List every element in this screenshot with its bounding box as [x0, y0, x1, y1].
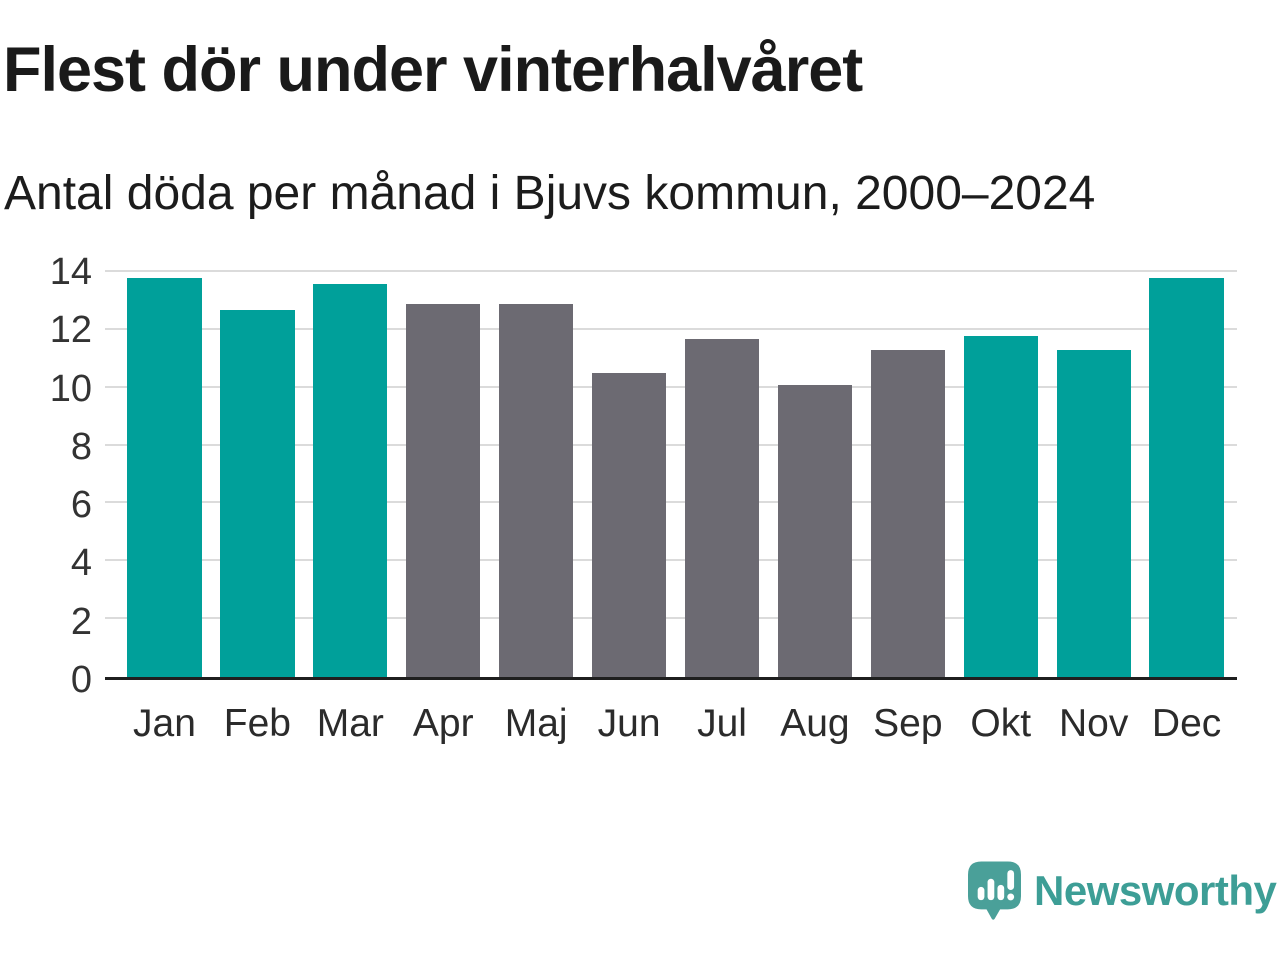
bar-band-apr — [397, 272, 490, 677]
gridline-y-10 — [105, 385, 1237, 388]
y-axis: 0 2 4 6 8 10 12 14 — [0, 251, 92, 701]
y-tick-label-6: 6 — [70, 484, 92, 527]
bar-jul — [684, 338, 760, 677]
logo-bar-3 — [997, 884, 1005, 901]
logo-bar-2 — [987, 878, 995, 901]
x-tick-label-jun: Jun — [597, 702, 661, 745]
bar-mar — [313, 283, 388, 677]
x-tick-label-apr: Apr — [412, 702, 474, 745]
y-tick-label-2: 2 — [70, 600, 92, 643]
speech-bubble-shape — [968, 861, 1021, 920]
gridline-y-14 — [105, 270, 1237, 272]
bar-band-nov — [1047, 272, 1140, 677]
x-tick-label-feb: Feb — [223, 702, 291, 745]
gridline-y-8 — [105, 443, 1237, 446]
bar-band-mar — [304, 272, 397, 677]
bar-jan — [127, 277, 202, 677]
bar-band-jul — [676, 272, 769, 677]
gridline-y-12 — [105, 327, 1237, 330]
x-tick-label-mar: Mar — [316, 702, 384, 745]
bar-band-dec — [1140, 272, 1233, 677]
gridline-y-6 — [105, 501, 1237, 504]
y-tick-label-14: 14 — [49, 251, 92, 293]
x-tick-label-dec: Dec — [1151, 702, 1222, 745]
bar-feb — [220, 309, 295, 677]
logo-exclamation-dot — [1007, 893, 1015, 901]
x-tick-label-okt: Okt — [970, 702, 1032, 745]
chart-title: Flest dör under vinterhalvåret — [3, 35, 863, 105]
bar-band-jun — [583, 272, 676, 677]
logo-exclamation-bar — [1007, 870, 1015, 890]
x-tick-label-jan: Jan — [133, 702, 196, 745]
bar-dec — [1149, 277, 1224, 677]
gridline-y-2 — [105, 617, 1237, 620]
bar-aug — [777, 384, 853, 677]
bar-band-aug — [768, 272, 861, 677]
y-tick-label-8: 8 — [70, 425, 92, 468]
x-tick-label-aug: Aug — [780, 702, 850, 745]
plot-area — [105, 270, 1237, 680]
bar-band-okt — [954, 272, 1047, 677]
gridline-y-4 — [105, 559, 1237, 562]
chart-subtitle: Antal döda per månad i Bjuvs kommun, 200… — [4, 167, 1096, 220]
y-tick-label-4: 4 — [70, 542, 92, 585]
bar-okt — [963, 335, 1038, 677]
bar-band-feb — [211, 272, 304, 677]
brand-footer: Newsworthy — [968, 861, 1277, 921]
bar-band-sep — [861, 272, 954, 677]
y-tick-label-12: 12 — [49, 309, 92, 352]
x-tick-label-nov: Nov — [1059, 702, 1129, 745]
y-tick-label-10: 10 — [49, 367, 92, 410]
bar-band-jan — [118, 272, 211, 677]
bar-nov — [1056, 350, 1131, 677]
bar-maj — [498, 303, 574, 677]
brand-name: Newsworthy — [1034, 867, 1277, 914]
x-tick-label-maj: Maj — [504, 702, 568, 745]
bar-band-maj — [490, 272, 583, 677]
y-tick-label-0: 0 — [70, 659, 92, 701]
x-tick-label-sep: Sep — [873, 702, 943, 745]
bar-jun — [591, 373, 667, 677]
logo-bar-1 — [977, 886, 985, 901]
bars — [118, 272, 1233, 677]
bar-sep — [870, 350, 945, 677]
x-tick-label-jul: Jul — [697, 702, 747, 745]
x-axis: Jan Feb Mar Apr Maj Jun Jul Aug Sep Okt Nov Dec — [118, 701, 1233, 748]
bar-chart-speech-bubble-icon — [968, 861, 1021, 920]
bar-apr — [406, 303, 481, 677]
